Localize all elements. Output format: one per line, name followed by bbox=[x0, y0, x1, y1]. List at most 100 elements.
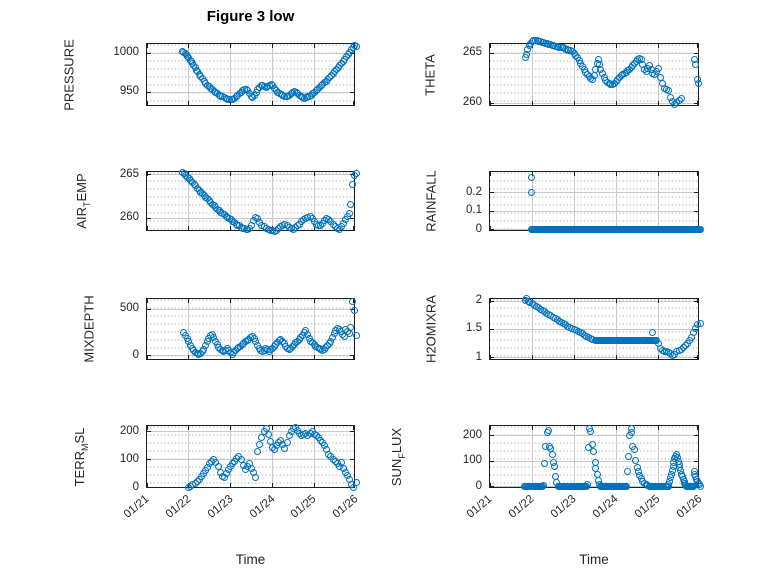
y-tick-mark bbox=[694, 210, 698, 212]
data-point-marker bbox=[548, 450, 556, 458]
x-tick-mark bbox=[696, 355, 698, 359]
y-tick-mark bbox=[490, 52, 494, 54]
data-point-marker bbox=[623, 483, 631, 491]
y-tick-label: 2 bbox=[475, 294, 482, 307]
x-tick-mark bbox=[489, 172, 491, 176]
data-point-marker bbox=[664, 483, 672, 491]
data-point-marker bbox=[254, 447, 262, 455]
x-tick-mark bbox=[531, 426, 533, 430]
data-point-marker bbox=[694, 79, 702, 87]
data-point-marker bbox=[689, 483, 697, 491]
major-gridline-horizontal bbox=[147, 52, 354, 54]
data-point-marker bbox=[352, 331, 360, 339]
x-tick-mark bbox=[615, 299, 617, 303]
major-gridline-vertical bbox=[531, 44, 533, 105]
x-tick-mark bbox=[531, 101, 533, 105]
x-tick-mark bbox=[146, 172, 148, 176]
data-point-marker bbox=[345, 330, 353, 338]
data-point-marker bbox=[349, 298, 357, 306]
x-tick-mark bbox=[313, 101, 315, 105]
x-tick-label: 01/23 bbox=[548, 493, 579, 521]
data-point-marker bbox=[352, 478, 360, 486]
y-tick-mark bbox=[350, 355, 354, 357]
y-tick-mark bbox=[694, 300, 698, 302]
data-point-marker bbox=[352, 43, 360, 51]
data-point-marker bbox=[625, 452, 633, 460]
x-tick-mark bbox=[230, 299, 232, 303]
x-tick-label: 01/23 bbox=[205, 493, 236, 521]
y-tick-mark bbox=[490, 357, 494, 359]
y-tick-label: 260 bbox=[462, 96, 482, 108]
y-tick-mark bbox=[350, 431, 354, 433]
y-tick-mark bbox=[490, 192, 494, 194]
x-tick-mark bbox=[146, 44, 148, 48]
x-tick-mark bbox=[352, 226, 354, 230]
subplot-mixdepth bbox=[146, 298, 360, 360]
x-tick-mark bbox=[531, 355, 533, 359]
major-gridline-horizontal bbox=[490, 486, 698, 488]
data-point-marker bbox=[590, 71, 598, 79]
data-point-marker bbox=[631, 456, 639, 464]
major-gridline-vertical bbox=[230, 172, 232, 230]
y-tick-mark bbox=[147, 308, 151, 310]
y-tick-mark bbox=[147, 355, 151, 357]
y-tick-label: 200 bbox=[119, 424, 139, 437]
x-tick-mark bbox=[271, 483, 273, 487]
major-gridline-horizontal bbox=[147, 355, 354, 357]
y-tick-label: 0.2 bbox=[466, 185, 482, 198]
data-point-marker bbox=[264, 430, 272, 438]
x-tick-mark bbox=[230, 172, 232, 176]
x-tick-mark bbox=[271, 355, 273, 359]
y-axis-label: RAINFALL bbox=[423, 170, 439, 232]
y-tick-mark bbox=[490, 102, 494, 104]
major-gridline-horizontal bbox=[490, 357, 698, 359]
major-gridline-horizontal bbox=[490, 102, 698, 104]
y-axis-label: TERRMSL bbox=[72, 427, 90, 486]
y-tick-mark bbox=[694, 192, 698, 194]
x-tick-mark bbox=[696, 101, 698, 105]
major-gridline-horizontal bbox=[147, 431, 354, 433]
y-tick-label: 260 bbox=[119, 211, 139, 224]
x-tick-mark bbox=[489, 483, 491, 487]
x-tick-mark bbox=[531, 172, 533, 176]
major-gridline-vertical bbox=[188, 172, 190, 230]
x-tick-mark bbox=[489, 44, 491, 48]
x-tick-mark bbox=[696, 426, 698, 430]
data-point-marker bbox=[550, 462, 558, 470]
data-point-marker bbox=[349, 180, 357, 188]
y-tick-mark bbox=[147, 459, 151, 461]
data-point-marker bbox=[350, 306, 358, 314]
y-axis-label: THETA bbox=[422, 53, 438, 96]
x-tick-mark bbox=[313, 172, 315, 176]
x-tick-mark bbox=[313, 355, 315, 359]
x-tick-label: 01/26 bbox=[330, 493, 361, 521]
x-tick-mark bbox=[489, 355, 491, 359]
x-tick-mark bbox=[230, 44, 232, 48]
x-tick-mark bbox=[313, 299, 315, 303]
x-axis-label-left: Time bbox=[235, 552, 266, 567]
y-tick-label: 1 bbox=[475, 350, 482, 363]
x-tick-mark bbox=[657, 172, 659, 176]
x-tick-mark bbox=[696, 172, 698, 176]
x-tick-mark bbox=[489, 426, 491, 430]
major-gridline-vertical bbox=[271, 172, 273, 230]
y-tick-mark bbox=[490, 328, 494, 330]
x-tick-mark bbox=[696, 299, 698, 303]
data-point-marker bbox=[654, 64, 662, 72]
subplot-theta bbox=[489, 36, 702, 108]
x-tick-label: 01/21 bbox=[464, 493, 495, 521]
data-point-marker bbox=[696, 226, 704, 234]
x-tick-label: 01/22 bbox=[506, 493, 537, 521]
y-tick-mark bbox=[147, 217, 151, 219]
x-tick-mark bbox=[271, 44, 273, 48]
y-tick-mark bbox=[147, 431, 151, 433]
y-tick-mark bbox=[694, 460, 698, 462]
x-tick-mark bbox=[573, 299, 575, 303]
major-gridline-horizontal bbox=[490, 328, 698, 330]
major-gridline-vertical bbox=[313, 299, 315, 359]
y-axis-label: MIXDEPTH bbox=[81, 295, 97, 363]
major-gridline-vertical bbox=[573, 172, 575, 230]
y-axis-label: AIRTEMP bbox=[74, 173, 92, 229]
y-axis-label: SUNFLUX bbox=[389, 427, 407, 486]
y-axis-label: PRESSURE bbox=[61, 38, 77, 111]
